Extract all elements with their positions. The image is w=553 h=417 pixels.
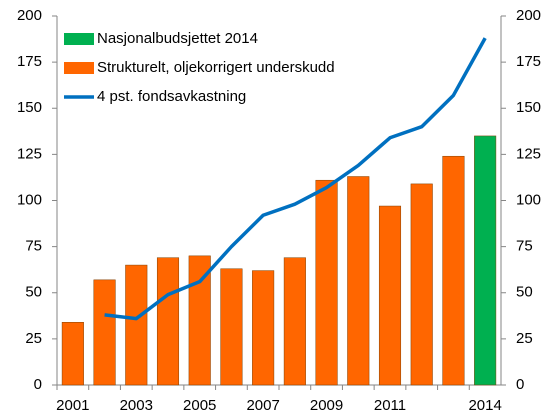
x-tick-label: 2005 xyxy=(183,397,216,414)
y-tick-label: 0 xyxy=(34,376,42,393)
legend-label: 4 pst. fondsavkastning xyxy=(97,88,246,105)
bar xyxy=(283,257,306,386)
y2-tick-label: 150 xyxy=(516,99,541,116)
y2-tick-label: 200 xyxy=(516,7,541,24)
bar xyxy=(315,179,338,386)
bar xyxy=(410,183,433,386)
bar xyxy=(61,322,84,386)
bar xyxy=(156,257,180,386)
y2-tick-label: 125 xyxy=(516,145,541,162)
x-tick-label: 2001 xyxy=(56,397,89,414)
y-tick-label: 50 xyxy=(25,284,42,301)
bar xyxy=(125,264,148,386)
legend-swatch xyxy=(64,33,94,45)
y-tick-label: 200 xyxy=(17,7,42,24)
x-tick-label: 2014 xyxy=(468,397,501,414)
bar xyxy=(188,255,211,386)
x-tick-label: 2003 xyxy=(120,397,153,414)
y-tick-label: 125 xyxy=(17,145,42,162)
legend-label: Nasjonalbudsjettet 2014 xyxy=(97,30,258,47)
y-tick-label: 75 xyxy=(25,238,42,255)
y2-tick-label: 0 xyxy=(516,376,524,393)
x-tick-label: 2009 xyxy=(310,397,343,414)
bar xyxy=(474,135,497,386)
legend-swatch xyxy=(64,62,94,74)
y2-tick-label: 75 xyxy=(516,238,533,255)
line xyxy=(104,37,487,321)
bar xyxy=(93,279,116,386)
bar xyxy=(378,205,402,386)
bar xyxy=(442,155,465,386)
x-tick-label: 2007 xyxy=(246,397,279,414)
y2-tick-label: 100 xyxy=(516,191,541,208)
y-tick-label: 25 xyxy=(25,330,42,347)
y2-tick-label: 50 xyxy=(516,284,533,301)
x-tick-label: 2011 xyxy=(374,397,406,414)
y2-tick-label: 25 xyxy=(516,330,533,347)
bar xyxy=(252,270,275,386)
y2-tick-label: 175 xyxy=(516,53,541,70)
y-tick-label: 100 xyxy=(17,191,42,208)
y-tick-label: 150 xyxy=(17,99,42,116)
legend-label: Strukturelt, oljekorrigert underskudd xyxy=(97,59,335,76)
bar xyxy=(347,176,370,386)
bar xyxy=(220,268,243,386)
y-tick-label: 175 xyxy=(17,53,42,70)
